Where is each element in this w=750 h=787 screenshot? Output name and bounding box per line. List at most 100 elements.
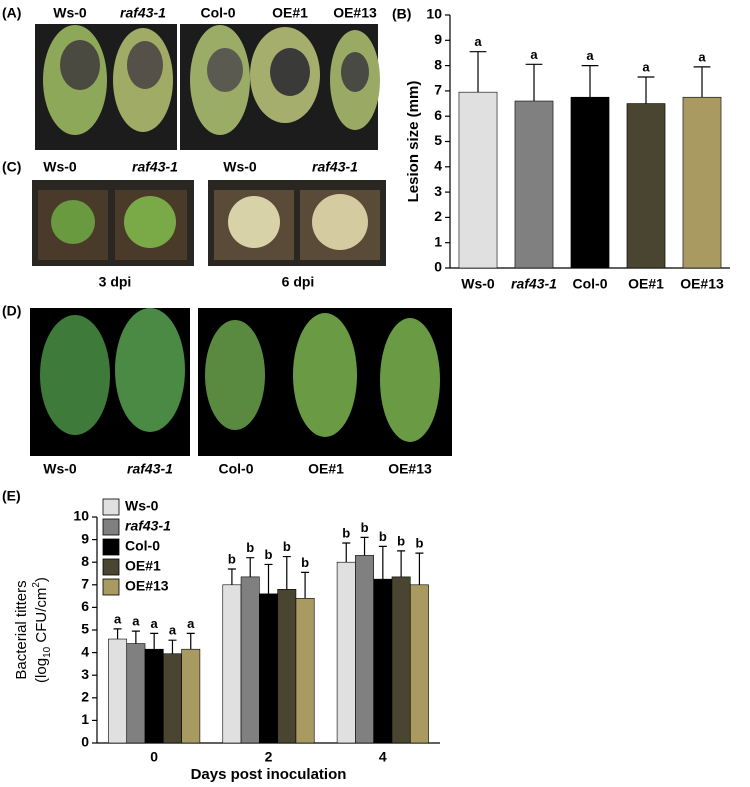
x-tick-label: 2 (265, 749, 273, 765)
photo-label: OE#1 (308, 461, 344, 477)
error-bar (131, 630, 140, 644)
y-tick-label: 10 (73, 508, 89, 524)
y-axis-label-part: CFU/cm (33, 588, 50, 647)
photo-label: OE#1 (272, 5, 308, 21)
x-tick-label: Col-0 (573, 276, 608, 292)
y-axis-label: (log10 CFU/cm2) (31, 577, 53, 683)
y-tick-label: 6 (81, 598, 89, 614)
error-bar (360, 536, 369, 556)
significance-letter: a (474, 34, 482, 49)
significance-letter: b (301, 555, 309, 570)
bar (277, 589, 297, 744)
bar (458, 91, 498, 269)
y-tick-label: 10 (426, 6, 442, 22)
photo-label: raf43-1 (132, 159, 178, 175)
y-tick-label: 1 (81, 711, 89, 727)
legend-label: Col-0 (125, 538, 160, 554)
error-bar (525, 63, 543, 102)
bar (108, 638, 128, 744)
y-tick-label: 7 (81, 576, 89, 592)
bar (259, 593, 278, 744)
photo-label: Col-0 (201, 5, 236, 21)
y-tick-label: 8 (81, 553, 89, 569)
bar (222, 584, 242, 744)
panel-label: (A) (2, 5, 21, 21)
significance-letter: b (283, 539, 291, 554)
y-axis-label: Bacterial titters (13, 580, 30, 679)
error-bar (227, 568, 236, 585)
legend-swatch (102, 498, 120, 516)
bar (391, 576, 411, 744)
y-tick-label: 1 (434, 233, 442, 249)
panel-label: (D) (2, 303, 21, 319)
y-axis-label-part: 10 (42, 646, 53, 658)
bar (144, 648, 164, 744)
significance-letter: a (530, 47, 538, 62)
error-bar (415, 552, 424, 585)
bar (514, 100, 554, 269)
photo-label: Ws-0 (43, 159, 77, 175)
bar (626, 103, 666, 269)
y-axis-label: Lesion size (mm) (405, 81, 422, 203)
error-bar (637, 76, 655, 104)
error-bar (282, 555, 291, 590)
photo-caption: 6 dpi (282, 274, 315, 290)
legend-label: raf43-1 (125, 518, 171, 534)
x-tick-label: raf43-1 (511, 276, 557, 292)
x-tick-label: 4 (379, 749, 387, 765)
significance-letter: a (586, 48, 594, 63)
significance-letter: a (187, 616, 195, 631)
y-tick-label: 0 (81, 734, 89, 750)
error-bar (150, 632, 159, 650)
error-bar (693, 66, 711, 98)
bar (355, 555, 374, 744)
error-bar (113, 628, 122, 640)
legend-swatch (102, 518, 120, 536)
significance-letter: a (169, 623, 177, 638)
significance-letter: b (342, 525, 350, 540)
photo (30, 308, 452, 456)
y-tick-label: 7 (434, 82, 442, 98)
bar (295, 598, 315, 744)
legend-swatch (102, 538, 120, 556)
photo-caption: 3 dpi (99, 274, 132, 290)
x-tick-label: OE#13 (680, 276, 724, 292)
bar (570, 96, 610, 269)
significance-letter: a (642, 59, 650, 74)
error-bar (581, 65, 599, 98)
legend-label: OE#13 (125, 578, 169, 594)
error-bar (301, 571, 310, 599)
error-bar (246, 557, 255, 577)
error-bar (168, 639, 177, 654)
photo-label: raf43-1 (120, 5, 166, 21)
bar (336, 561, 356, 744)
significance-letter: a (132, 614, 140, 629)
photo-label: Ws-0 (53, 5, 87, 21)
panel-label: (E) (2, 488, 21, 504)
x-tick-label: OE#1 (628, 276, 664, 292)
significance-letter: a (151, 616, 159, 631)
y-tick-label: 4 (434, 158, 442, 174)
significance-letter: b (379, 529, 387, 544)
photo-label: Ws-0 (223, 159, 257, 175)
photo-label: raf43-1 (312, 159, 358, 175)
error-bar (264, 563, 273, 594)
significance-letter: b (415, 536, 423, 551)
bar (163, 653, 182, 744)
significance-letter: b (265, 547, 273, 562)
significance-letter: b (361, 520, 369, 535)
photo-label: raf43-1 (127, 461, 173, 477)
photo (35, 24, 380, 150)
bar (682, 96, 722, 269)
y-tick-label: 4 (81, 643, 89, 659)
error-bar (342, 542, 351, 563)
bar (126, 643, 146, 744)
y-tick-label: 3 (81, 666, 89, 682)
y-tick-label: 2 (81, 689, 89, 705)
y-tick-label: 0 (434, 259, 442, 275)
y-tick-label: 2 (434, 208, 442, 224)
y-tick-label: 8 (434, 56, 442, 72)
legend-swatch (102, 578, 120, 596)
significance-letter: a (698, 49, 706, 64)
